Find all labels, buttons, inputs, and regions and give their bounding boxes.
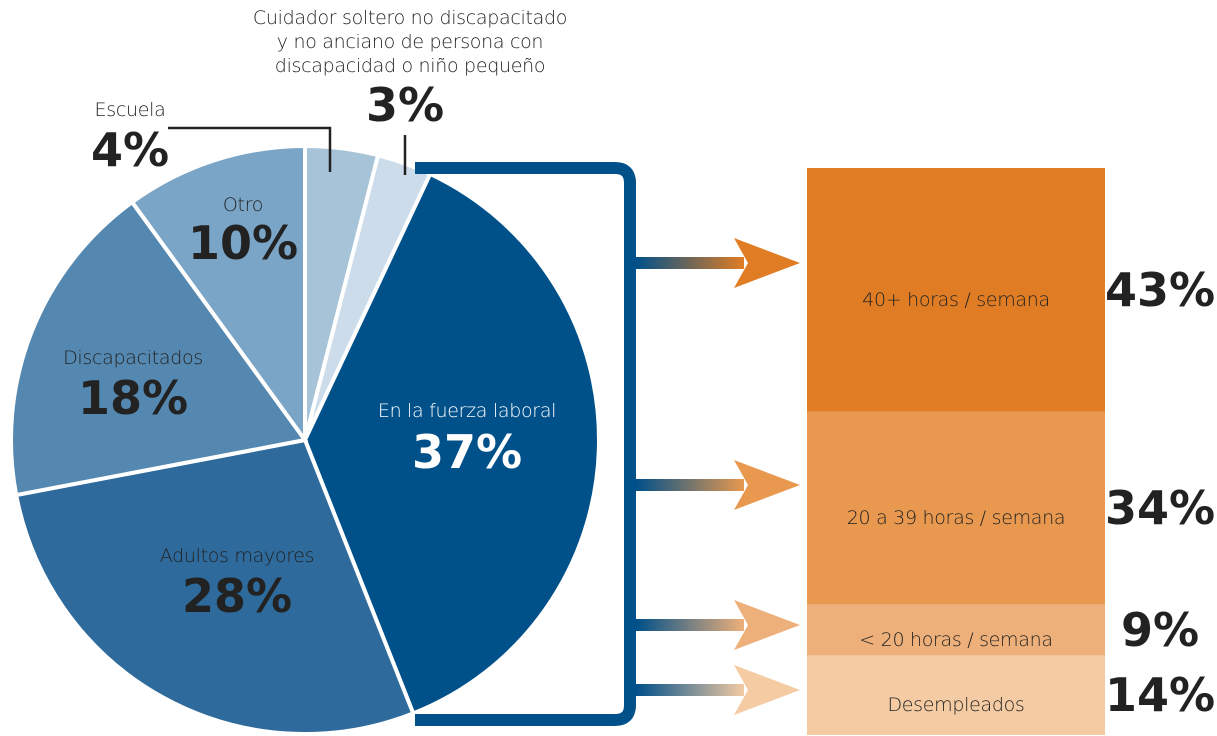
pie-slice — [9, 199, 309, 498]
data-label: 4% — [90, 123, 170, 177]
bar-segment — [807, 655, 1105, 735]
pie-slice — [302, 171, 601, 716]
slice-label: Cuidador soltero no discapacitado y no a… — [252, 7, 568, 77]
data-label: 10% — [187, 216, 299, 270]
slice-label: En la fuerza laboral — [377, 400, 557, 422]
slice-label: Escuela — [94, 99, 166, 121]
arrow-head — [734, 600, 800, 650]
arrow-head — [734, 460, 800, 510]
data-label: 34% — [1104, 481, 1216, 536]
arrow-shaft — [636, 479, 744, 491]
arrow-head — [734, 665, 800, 715]
data-label: 43% — [1104, 262, 1216, 317]
arrows — [636, 238, 800, 715]
bracket — [415, 162, 636, 726]
pie — [9, 143, 601, 736]
bar-segment — [807, 604, 1105, 656]
segment-label: 20 a 39 horas / semana — [846, 507, 1066, 530]
arrow-shaft — [636, 619, 744, 631]
pie-slice — [129, 143, 307, 447]
data-label: 28% — [181, 569, 293, 623]
segment-label: < 20 horas / semana — [859, 629, 1053, 652]
stacked-bar — [807, 168, 1105, 735]
pie-slice — [13, 437, 416, 736]
bar-segment — [807, 168, 1105, 412]
arrow-head — [734, 238, 800, 288]
segment-label: Desempleados — [887, 694, 1025, 717]
slice-label: Adultos mayores — [159, 545, 315, 567]
segment-label: 40+ horas / semana — [862, 288, 1050, 311]
data-label: 9% — [1120, 603, 1200, 658]
slice-label: Discapacitados — [63, 347, 203, 369]
data-label: 14% — [1104, 668, 1216, 723]
data-label: 37% — [411, 425, 523, 479]
bar-segment — [807, 411, 1105, 605]
slice-label: Otro — [222, 194, 264, 216]
arrow-shaft — [636, 684, 744, 696]
arrow-shaft — [636, 257, 744, 269]
leader-line — [168, 126, 332, 172]
data-label: 3% — [365, 78, 445, 132]
data-label: 18% — [77, 371, 189, 425]
